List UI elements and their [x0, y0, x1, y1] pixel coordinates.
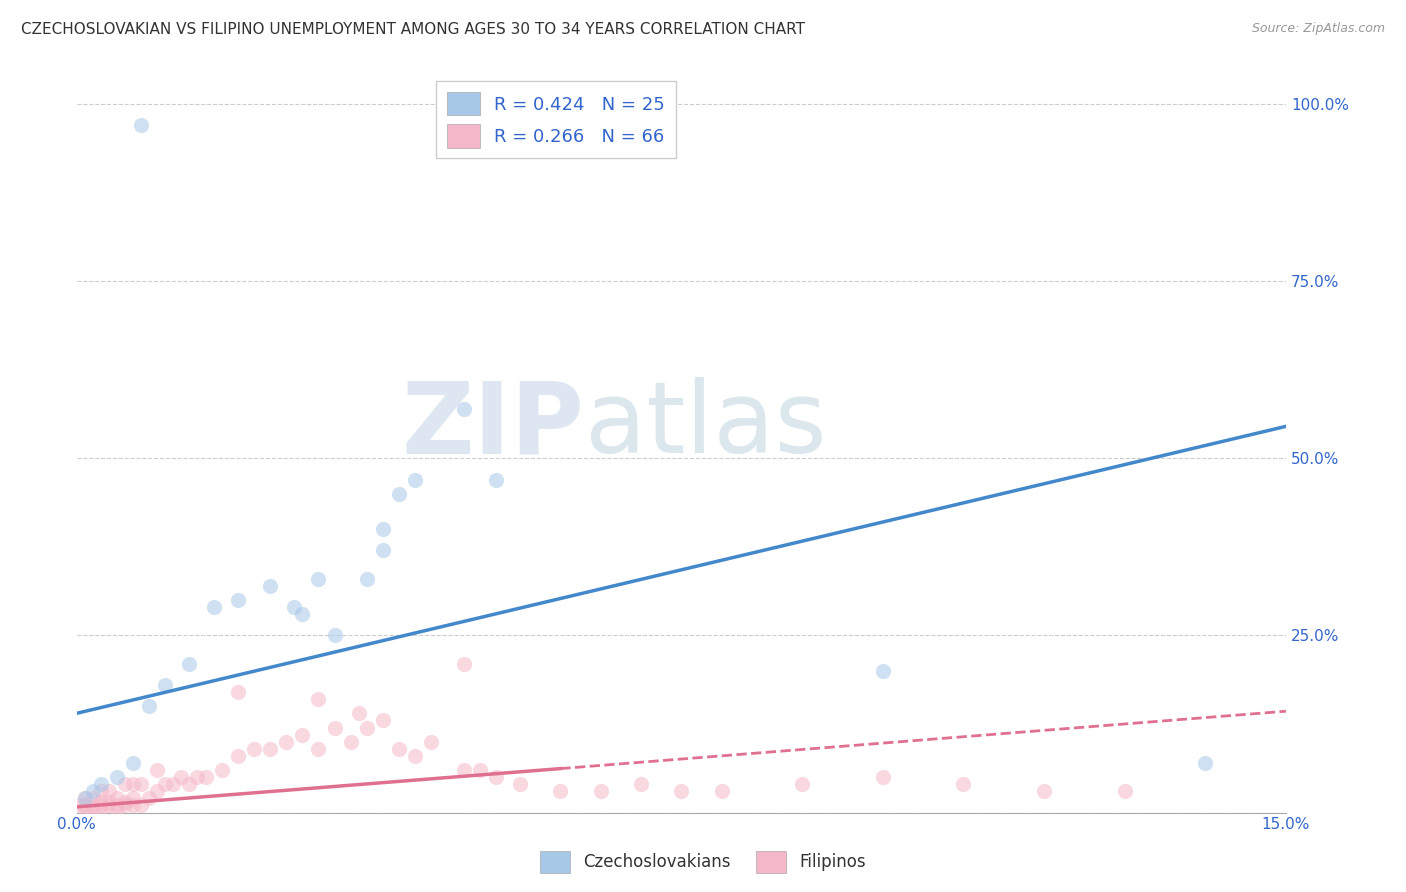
- Point: [155, 777, 177, 791]
- Point: [323, 628, 346, 642]
- Point: [371, 714, 394, 728]
- Point: [872, 770, 894, 784]
- Point: [114, 795, 136, 809]
- Text: atlas: atlas: [585, 377, 827, 475]
- Point: [291, 728, 314, 742]
- Point: [129, 118, 152, 132]
- Point: [550, 784, 572, 798]
- Point: [202, 600, 225, 615]
- Point: [90, 784, 112, 798]
- Point: [307, 741, 329, 756]
- Text: Source: ZipAtlas.com: Source: ZipAtlas.com: [1251, 22, 1385, 36]
- Point: [82, 791, 104, 805]
- Point: [114, 777, 136, 791]
- Point: [420, 734, 443, 748]
- Point: [710, 784, 733, 798]
- Point: [485, 770, 508, 784]
- Point: [347, 706, 370, 721]
- Point: [194, 770, 217, 784]
- Point: [226, 685, 249, 699]
- Point: [388, 741, 411, 756]
- Legend: R = 0.424   N = 25, R = 0.266   N = 66: R = 0.424 N = 25, R = 0.266 N = 66: [436, 81, 676, 159]
- Point: [468, 763, 491, 777]
- Point: [105, 802, 128, 816]
- Point: [82, 798, 104, 813]
- Point: [792, 777, 814, 791]
- Text: CZECHOSLOVAKIAN VS FILIPINO UNEMPLOYMENT AMONG AGES 30 TO 34 YEARS CORRELATION C: CZECHOSLOVAKIAN VS FILIPINO UNEMPLOYMENT…: [21, 22, 806, 37]
- Point: [259, 741, 281, 756]
- Point: [226, 593, 249, 607]
- Point: [105, 770, 128, 784]
- Point: [97, 795, 120, 809]
- Point: [339, 734, 361, 748]
- Text: ZIP: ZIP: [402, 377, 585, 475]
- Point: [69, 798, 91, 813]
- Point: [146, 784, 169, 798]
- Point: [388, 486, 411, 500]
- Point: [243, 741, 266, 756]
- Point: [453, 401, 475, 416]
- Point: [509, 777, 531, 791]
- Point: [162, 777, 184, 791]
- Point: [155, 678, 177, 692]
- Point: [630, 777, 652, 791]
- Point: [73, 791, 96, 805]
- Point: [82, 784, 104, 798]
- Point: [146, 763, 169, 777]
- Point: [485, 473, 508, 487]
- Point: [105, 798, 128, 813]
- Point: [82, 802, 104, 816]
- Point: [323, 721, 346, 735]
- Point: [1194, 756, 1216, 770]
- Point: [307, 692, 329, 706]
- Point: [122, 777, 145, 791]
- Point: [90, 802, 112, 816]
- Point: [138, 699, 160, 714]
- Point: [138, 791, 160, 805]
- Point: [283, 600, 305, 615]
- Point: [114, 798, 136, 813]
- Point: [226, 748, 249, 763]
- Point: [179, 657, 201, 671]
- Point: [404, 748, 426, 763]
- Point: [356, 721, 378, 735]
- Point: [1033, 784, 1056, 798]
- Point: [122, 798, 145, 813]
- Point: [170, 770, 193, 784]
- Point: [97, 784, 120, 798]
- Point: [872, 664, 894, 678]
- Point: [404, 473, 426, 487]
- Point: [186, 770, 208, 784]
- Point: [129, 798, 152, 813]
- Point: [73, 791, 96, 805]
- Point: [671, 784, 693, 798]
- Point: [73, 802, 96, 816]
- Point: [90, 777, 112, 791]
- Legend: Czechoslovakians, Filipinos: Czechoslovakians, Filipinos: [533, 845, 873, 880]
- Point: [589, 784, 612, 798]
- Point: [179, 777, 201, 791]
- Point: [356, 572, 378, 586]
- Point: [97, 798, 120, 813]
- Point: [90, 798, 112, 813]
- Point: [129, 777, 152, 791]
- Point: [73, 798, 96, 813]
- Point: [90, 795, 112, 809]
- Point: [105, 791, 128, 805]
- Point: [211, 763, 233, 777]
- Point: [371, 522, 394, 536]
- Point: [453, 763, 475, 777]
- Point: [291, 607, 314, 621]
- Point: [259, 579, 281, 593]
- Point: [371, 543, 394, 558]
- Point: [122, 756, 145, 770]
- Point: [122, 791, 145, 805]
- Point: [307, 572, 329, 586]
- Point: [952, 777, 974, 791]
- Point: [276, 734, 298, 748]
- Point: [453, 657, 475, 671]
- Point: [1114, 784, 1136, 798]
